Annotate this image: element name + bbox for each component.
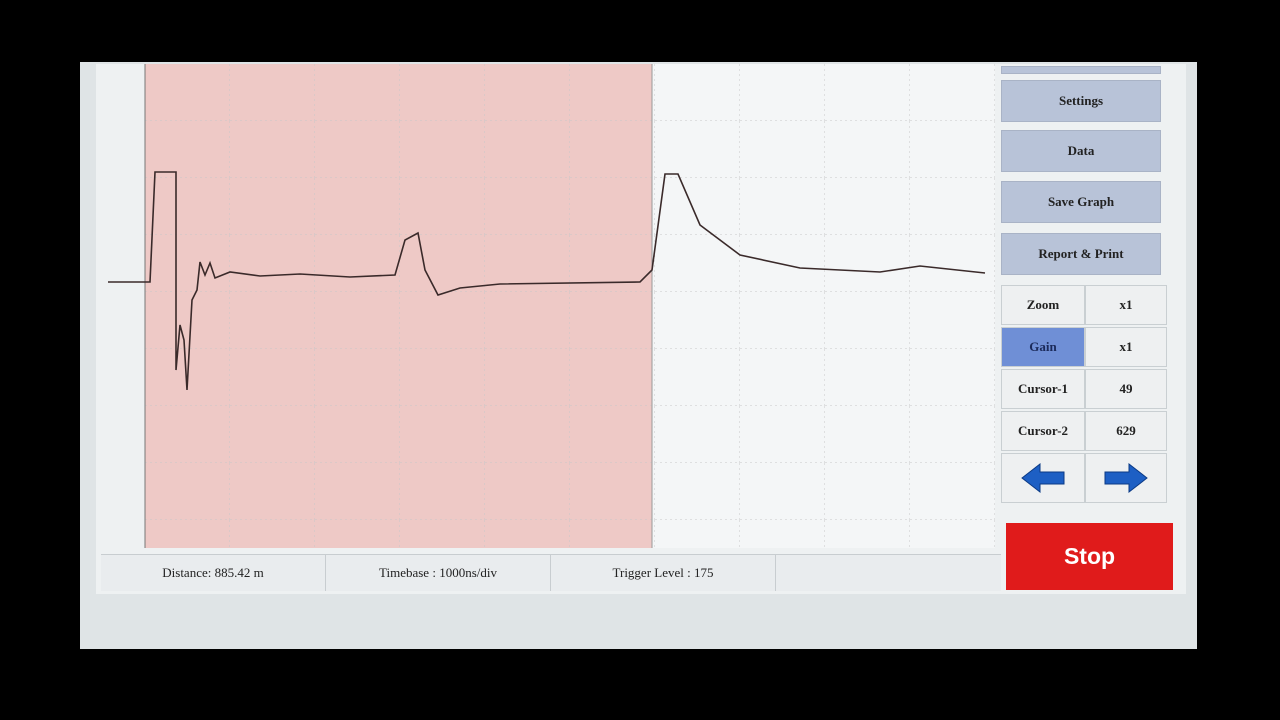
stop-button[interactable]: Stop: [1006, 523, 1173, 590]
menu-button[interactable]: Report & Print: [1001, 233, 1161, 275]
trigger-level: Trigger Level : 175: [551, 555, 776, 591]
control-label[interactable]: Cursor-1: [1001, 369, 1085, 409]
control-value: x1: [1085, 285, 1167, 325]
left-arrow: [1021, 462, 1065, 494]
menu-button[interactable]: [1001, 66, 1161, 74]
grid: [145, 64, 995, 548]
menu-button[interactable]: Save Graph: [1001, 181, 1161, 223]
control-label[interactable]: Gain: [1001, 327, 1085, 367]
waveform: [108, 171, 986, 391]
waveform-graph: [108, 64, 1001, 554]
control-label[interactable]: Zoom: [1001, 285, 1085, 325]
right-arrow-button[interactable]: [1085, 453, 1167, 503]
control-value: x1: [1085, 327, 1167, 367]
status-bar: Distance: 885.42 m Timebase : 1000ns/div…: [101, 554, 1001, 591]
menu-button[interactable]: Settings: [1001, 80, 1161, 122]
timebase: Timebase : 1000ns/div: [326, 555, 551, 591]
control-label[interactable]: Cursor-2: [1001, 411, 1085, 451]
left-arrow-button[interactable]: [1001, 453, 1085, 503]
control-value: 49: [1085, 369, 1167, 409]
screen: Settings Data Save Graph Report & Print …: [96, 64, 1186, 594]
menu-button[interactable]: Data: [1001, 130, 1161, 172]
control-value: 629: [1085, 411, 1167, 451]
distance: Distance: 885.42 m: [101, 555, 326, 591]
right-arrow: [1104, 462, 1148, 494]
